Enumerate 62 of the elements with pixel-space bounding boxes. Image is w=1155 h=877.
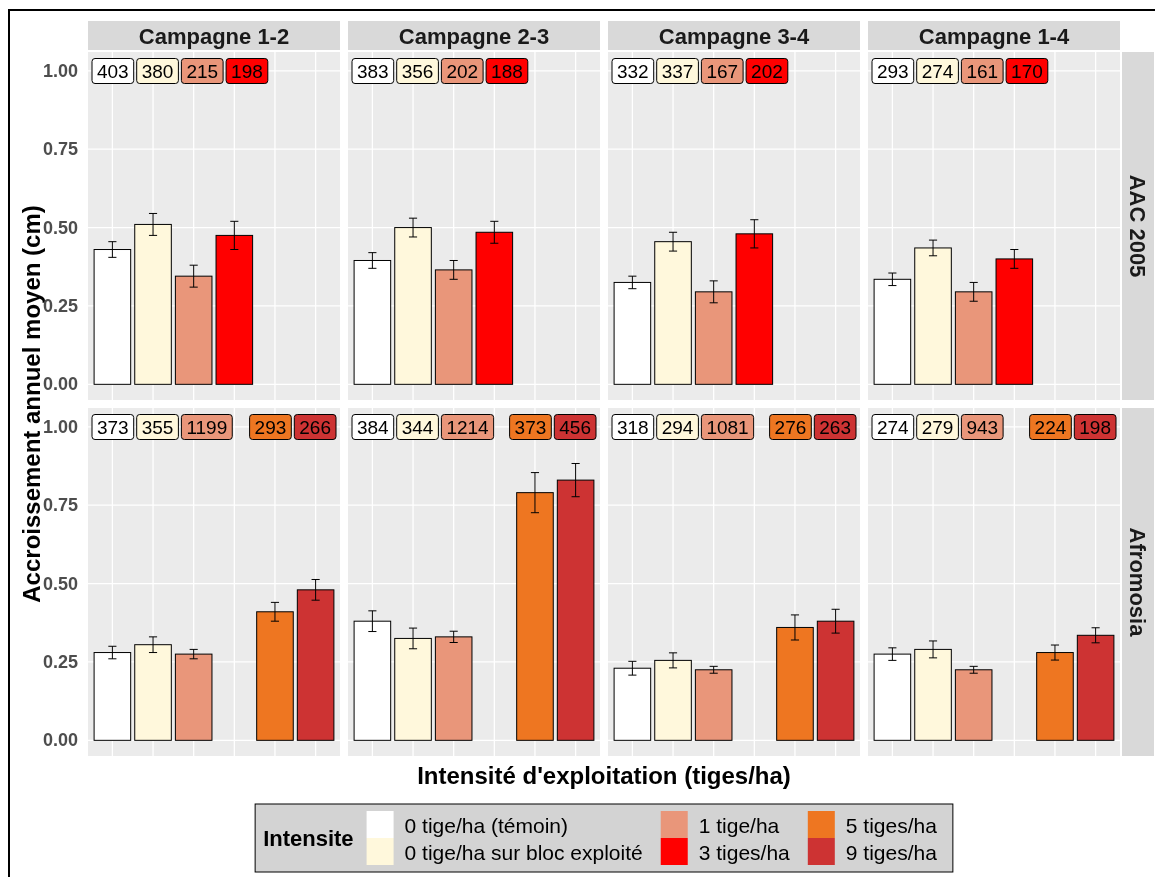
annotation: 456: [559, 416, 591, 438]
x-tick-label: Campagne 2-3: [398, 23, 550, 48]
legend-label: 0 tige/ha sur bloc exploité: [404, 840, 643, 863]
y-tick-label: 0.75: [42, 495, 78, 516]
annotation: 279: [921, 416, 954, 438]
annotation: 198: [1079, 416, 1111, 438]
annotation: 384: [357, 416, 390, 438]
annotation: 274: [921, 60, 954, 82]
annotation: 276: [774, 416, 807, 438]
annotation: 263: [819, 416, 851, 438]
x-axis-title: Intensité d'exploitation (tiges/ha): [417, 762, 791, 789]
annotation: 355: [141, 416, 174, 438]
annotation: 170: [1011, 60, 1043, 82]
legend-label: 1 tige/ha: [698, 813, 780, 836]
annotation: 380: [141, 60, 174, 82]
annotation: 202: [751, 60, 783, 82]
annotation: 318: [617, 416, 649, 438]
annotation: 943: [966, 416, 999, 438]
legend-label: 3 tiges/ha: [698, 840, 791, 863]
legend-label: 5 tiges/ha: [845, 813, 938, 836]
annotation: 293: [254, 416, 287, 438]
annotation: 373: [97, 416, 129, 438]
annotation: 198: [231, 60, 263, 82]
y-tick-label: 0.25: [42, 651, 78, 672]
annotation: 161: [966, 60, 999, 82]
text: Afromosia: [1125, 527, 1151, 638]
x-tick-label: Campagne 1-4: [918, 23, 1070, 48]
annotation: 202: [446, 60, 479, 82]
annotation: 274: [877, 416, 910, 438]
legend-title: Intensite: [263, 825, 354, 851]
annotation: 167: [706, 60, 739, 82]
annotation: 224: [1034, 416, 1067, 438]
y-tick-label: 0.00: [42, 730, 78, 751]
annotation: 266: [299, 416, 331, 438]
bar: [694, 669, 733, 741]
y-tick-label: 0.50: [42, 217, 78, 238]
annotation: 1214: [446, 416, 490, 438]
annotation: 1199: [186, 416, 228, 438]
annotation: 294: [661, 416, 694, 438]
text: AAC 2005: [1125, 174, 1151, 278]
x-tick-label: Campagne 3-4: [658, 23, 810, 48]
legend-label: 0 tige/ha (témoin): [404, 813, 569, 836]
bar: [954, 669, 993, 741]
annotation: 332: [617, 60, 649, 82]
annotation: 293: [877, 60, 909, 82]
annotation: 383: [357, 60, 389, 82]
bar: [174, 653, 213, 741]
annotation: 337: [661, 60, 694, 82]
y-tick-label: 1.00: [42, 60, 78, 81]
annotation: 403: [97, 60, 129, 82]
legend-label: 9 tiges/ha: [845, 840, 938, 863]
annotation: 344: [401, 416, 434, 438]
y-tick-label: 0.50: [42, 573, 78, 594]
annotation: 356: [401, 60, 434, 82]
annotation: 373: [514, 416, 547, 438]
y-tick-label: 0.75: [42, 139, 78, 160]
annotation: 1081: [706, 416, 749, 438]
annotation: 215: [186, 60, 219, 82]
y-tick-label: 0.00: [42, 374, 78, 395]
annotation: 188: [491, 60, 523, 82]
y-tick-label: 1.00: [42, 416, 78, 437]
x-tick-label: Campagne 1-2: [138, 23, 290, 48]
